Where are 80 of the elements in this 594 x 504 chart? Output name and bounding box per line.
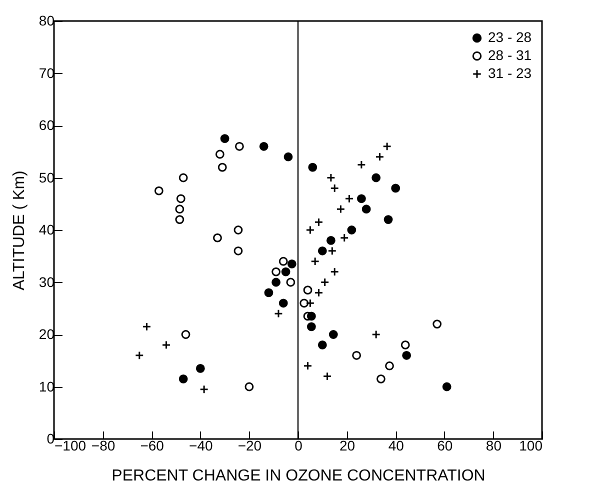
x-tick-label: 100 [519,438,543,454]
x-axis-title: PERCENT CHANGE IN OZONE CONCENTRATION [112,468,486,484]
y-tick-label: 80 [38,12,55,28]
point [385,361,394,370]
point [372,173,381,182]
point [274,309,283,318]
point [391,184,400,193]
x-tick-label: 60 [437,438,453,454]
point [336,204,346,214]
point [352,350,362,360]
point [310,256,320,266]
point [303,286,312,295]
point [234,226,243,234]
point [234,142,244,151]
legend-label: 28 - 31 [488,47,532,63]
point [175,215,184,224]
point [178,374,188,384]
point [432,320,442,328]
x-tick-label: 0 [294,438,303,454]
point [442,382,452,392]
point [272,267,280,276]
y-axis-title: ALTITUDE ( Km) [10,170,28,290]
point [328,330,338,339]
y-tick-label: 40 [38,222,55,238]
point [215,150,224,159]
point [287,260,296,268]
point [356,194,366,204]
point [400,340,410,350]
point [200,384,209,394]
y-tick-label: 30 [38,274,55,290]
point [272,278,280,287]
point [340,233,349,242]
point [318,340,327,350]
point [244,382,254,392]
point [234,246,243,256]
point [306,226,315,234]
point [376,374,386,384]
x-tick-label: −60 [140,438,164,454]
point [176,194,186,204]
point [306,322,316,332]
point [220,134,230,144]
point [278,298,288,308]
y-tick-label: 60 [38,117,55,133]
x-tick-label: −100 [54,438,86,454]
point [382,142,392,151]
point [134,350,144,360]
x-tick-label: −40 [189,438,213,454]
point [178,173,188,182]
y-tick-label: 20 [38,326,55,342]
point [284,152,293,162]
point [308,162,318,172]
point [196,364,205,373]
x-tick-label: 40 [388,438,404,454]
point [154,186,164,196]
point [347,226,356,234]
point [281,267,290,276]
point [362,204,371,214]
point [218,162,227,172]
x-tick-label: −20 [238,438,262,454]
point [213,233,222,242]
point [181,330,190,339]
point [162,340,171,350]
x-tick-label: −80 [91,438,116,454]
point [264,288,274,298]
point [175,204,184,214]
point [259,142,268,151]
x-tick-label: 20 [340,438,356,454]
point [402,350,412,360]
legend-label: 31 - 23 [488,65,532,81]
point [142,322,152,332]
x-tick-label: 80 [486,438,502,454]
point [328,246,337,256]
point [278,256,288,266]
point [318,246,327,256]
point [286,278,296,287]
point [384,215,393,224]
y-tick-label: 50 [38,169,55,186]
legend-label: 23 - 28 [488,29,532,45]
point [372,330,381,339]
point [326,236,336,245]
